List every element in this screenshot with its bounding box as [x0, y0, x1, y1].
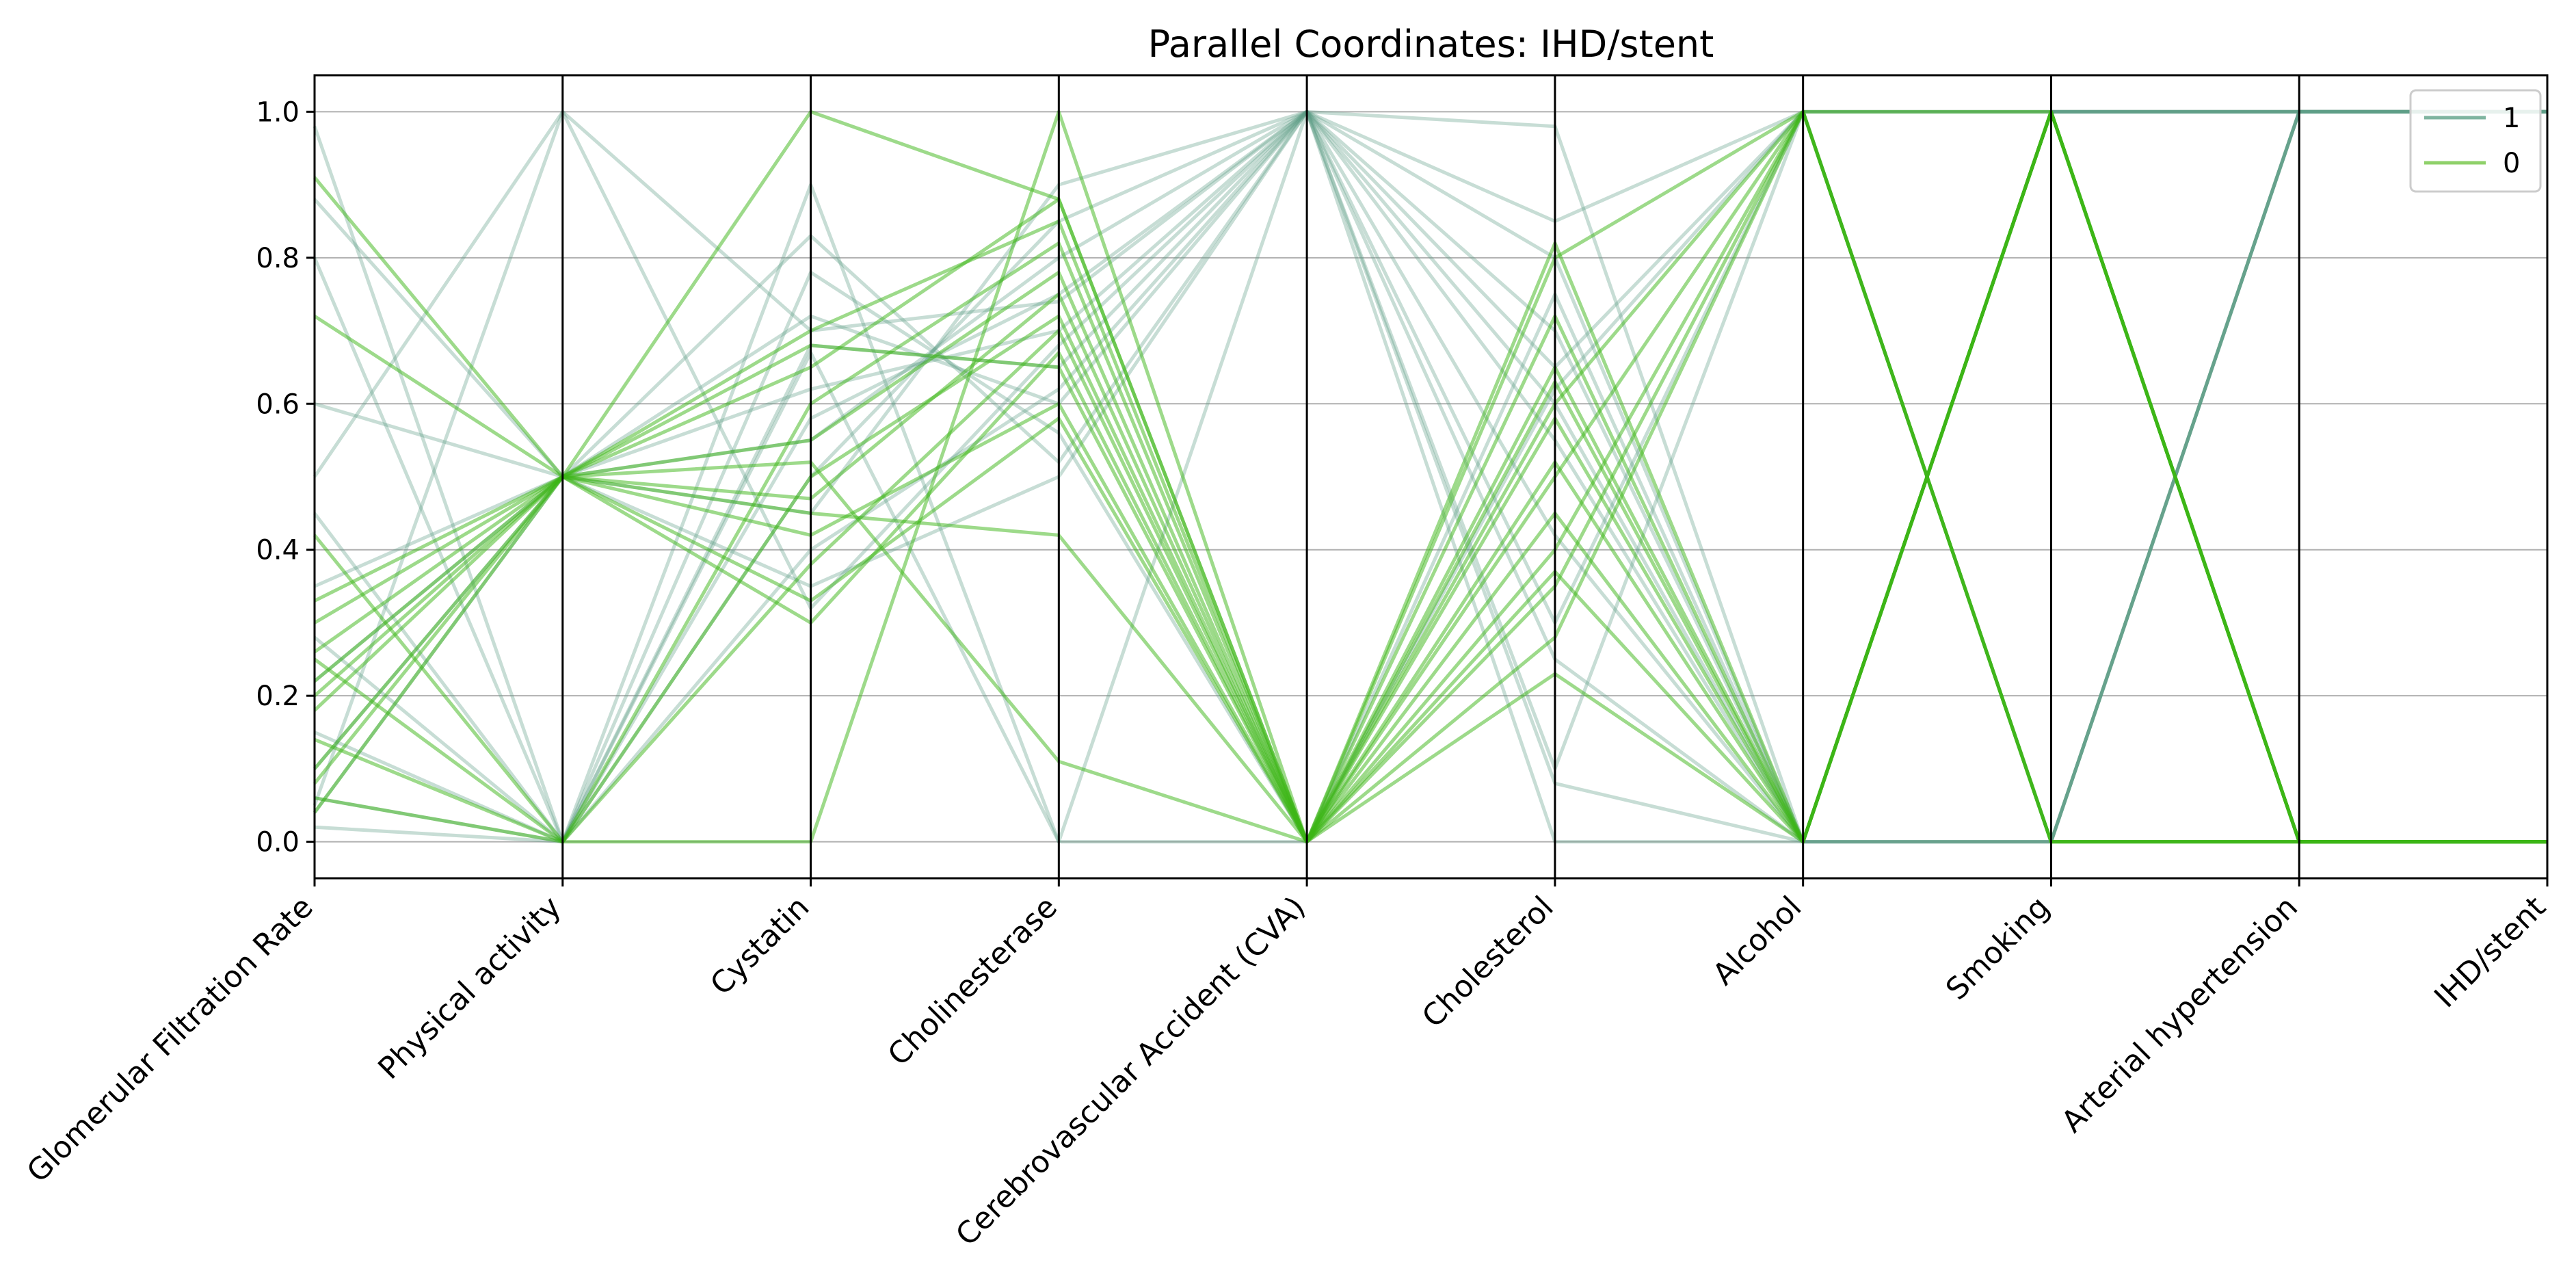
series-line-class-1 [313, 109, 2547, 844]
y-tick-label: 0.4 [256, 535, 300, 566]
series-line-class-1 [314, 109, 2547, 844]
series-line-class-0 [313, 109, 2547, 844]
y-tick-label: 0.8 [256, 243, 300, 274]
legend-label-class-1: 1 [2503, 103, 2520, 134]
plot-frame [313, 74, 2549, 880]
series-layer [313, 109, 2547, 844]
series-line-class-1 [313, 109, 2547, 844]
legend-box [2409, 89, 2542, 193]
legend-label-class-0: 0 [2503, 148, 2520, 179]
y-tick-label: 0.0 [256, 827, 300, 858]
series-line-class-1 [314, 109, 2547, 844]
legend: 1 0 [2409, 89, 2542, 193]
y-tick-layer: 0.0 0.2 0.4 0.6 0.8 1.0 [256, 96, 315, 858]
y-tick-label: 0.2 [256, 681, 300, 712]
series-line-class-0 [313, 109, 2547, 844]
series-line-class-1 [313, 109, 2547, 844]
series-line-class-1 [313, 109, 2547, 844]
y-tick-label: 1.0 [256, 96, 300, 128]
chart-title: Parallel Coordinates: IHD/stent [1148, 23, 1714, 66]
series-line-class-1 [314, 109, 2547, 479]
y-tick-label: 0.6 [256, 389, 300, 420]
